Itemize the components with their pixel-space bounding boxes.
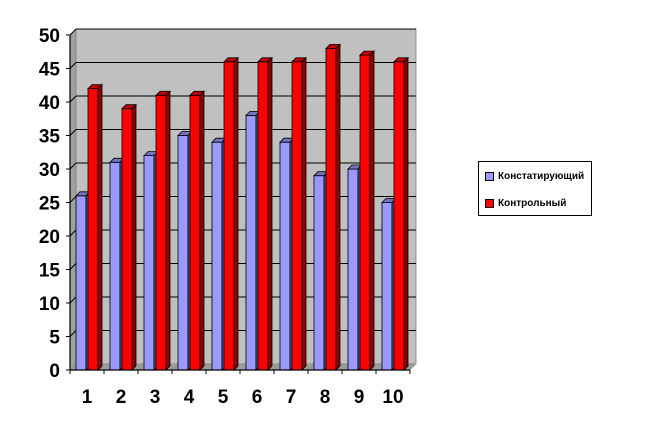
x-tick-label-0: 1 xyxy=(82,387,93,408)
gridline-depth xyxy=(69,62,77,69)
x-tick-label-9: 10 xyxy=(382,387,403,408)
y-tick-label-4: 20 xyxy=(39,227,60,248)
y-tick-label-7: 35 xyxy=(39,127,61,148)
x-tick-label-3: 4 xyxy=(184,387,195,408)
x-axis-ticks: 1 2 3 4 5 6 7 8 9 10 xyxy=(69,370,411,408)
legend-label-1: Контрольный xyxy=(498,197,567,209)
bars xyxy=(75,43,409,371)
bar-1-1 xyxy=(121,103,137,371)
x-tick-label-1: 2 xyxy=(116,387,127,408)
bar-1-6 xyxy=(291,56,307,371)
gridline-depth xyxy=(69,330,77,337)
bar-1-2 xyxy=(155,90,171,371)
legend-swatch-0 xyxy=(485,171,494,181)
bar-1-7 xyxy=(325,43,341,371)
bar-1-4 xyxy=(223,56,239,371)
y-tick-label-10: 50 xyxy=(39,26,60,47)
legend-item-1: Контрольный xyxy=(485,196,566,210)
bar-1-9 xyxy=(393,56,409,371)
y-tick-label-3: 15 xyxy=(39,261,61,282)
y-tick-label-2: 10 xyxy=(39,294,60,315)
legend-item-0: Констатирующий xyxy=(485,169,584,183)
y-tick-label-0: 0 xyxy=(49,361,60,382)
legend-swatch-1 xyxy=(485,198,494,208)
x-tick-label-7: 8 xyxy=(320,387,331,408)
x-tick-label-6: 7 xyxy=(286,387,297,408)
x-tick-label-5: 6 xyxy=(252,387,263,408)
y-tick-label-1: 5 xyxy=(49,328,60,349)
gridline-depth xyxy=(69,296,77,304)
bar-1-8 xyxy=(359,50,375,371)
x-tick-label-2: 3 xyxy=(150,387,161,408)
x-tick-label-4: 5 xyxy=(218,387,229,408)
gridline-depth xyxy=(69,28,77,36)
gridline-depth xyxy=(69,229,77,237)
bar-1-0 xyxy=(87,83,103,371)
gridline-depth xyxy=(69,162,77,170)
legend-label-0: Констатирующий xyxy=(498,170,585,182)
y-axis-ticks: 0 5 10 15 20 25 30 35 40 45 50 xyxy=(39,26,70,382)
y-tick-label-9: 45 xyxy=(39,60,61,81)
x-tick-label-8: 9 xyxy=(354,387,365,408)
y-tick-label-6: 30 xyxy=(39,160,60,181)
gridline-depth xyxy=(69,263,77,270)
bar-1-5 xyxy=(257,56,273,371)
bar-1-3 xyxy=(189,90,205,371)
gridline-depth xyxy=(69,95,77,103)
y-tick-label-8: 40 xyxy=(39,93,60,114)
y-tick-label-5: 25 xyxy=(39,194,61,215)
gridline-depth xyxy=(69,129,77,136)
gridline-depth xyxy=(69,196,77,203)
legend: Констатирующий Контрольный xyxy=(478,161,592,216)
